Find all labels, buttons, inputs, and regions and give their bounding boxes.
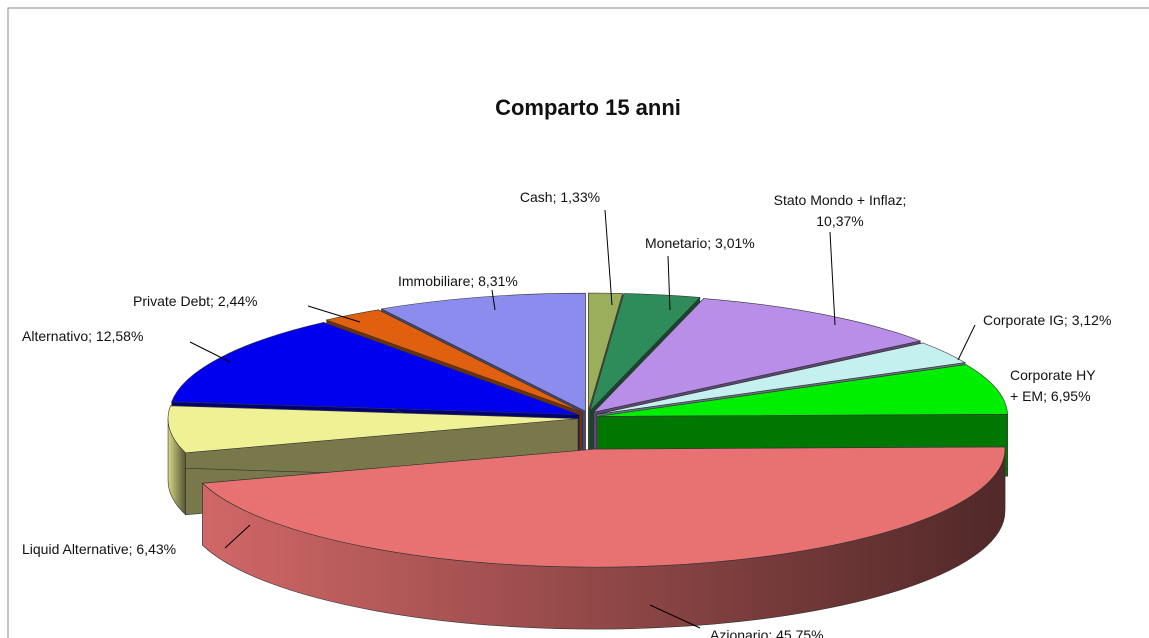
leader-line [957, 324, 976, 361]
data-label: Immobiliare; 8,31% [398, 273, 518, 289]
data-label: Azionario; 45,75% [710, 627, 824, 638]
data-label: Alternativo; 12,58% [22, 328, 143, 344]
slice [596, 342, 966, 415]
label-line: 10,37% [816, 213, 863, 229]
label-line: Corporate IG; 3,12% [983, 312, 1111, 328]
leader-line [829, 231, 836, 326]
label-line: Immobiliare; 8,31% [398, 273, 518, 289]
data-label: Corporate IG; 3,12% [983, 312, 1111, 328]
label-line: Liquid Alternative; 6,43% [22, 541, 176, 557]
leader-line [667, 255, 671, 311]
label-line: Monetario; 3,01% [645, 235, 755, 251]
label-line: Alternativo; 12,58% [22, 328, 143, 344]
label-line: Cash; 1,33% [520, 189, 600, 205]
slice [588, 292, 623, 412]
leader-line [604, 209, 613, 306]
data-label: Corporate HY + EM; 6,95% [1010, 367, 1096, 404]
leader-line [307, 305, 361, 323]
slice [171, 322, 580, 415]
leader-line [491, 289, 496, 311]
label-line: Azionario; 45,75% [710, 627, 824, 638]
chart-title: Comparto 15 anni [495, 95, 681, 120]
slice [597, 364, 1008, 417]
leader-line [649, 604, 701, 629]
leader-line [189, 341, 231, 363]
data-label: Stato Mondo + Inflaz; 10,37% [774, 192, 907, 229]
leader-line [224, 524, 251, 549]
data-label: Monetario; 3,01% [645, 235, 755, 251]
data-label: Liquid Alternative; 6,43% [22, 541, 176, 557]
chart-frame [7, 7, 1149, 638]
slice [380, 292, 586, 412]
label-line: + EM; 6,95% [1010, 388, 1091, 404]
label-line: Private Debt; 2,44% [133, 293, 258, 309]
data-label: Cash; 1,33% [520, 189, 600, 205]
label-line: Stato Mondo + Inflaz; [774, 192, 907, 208]
slice [592, 298, 922, 413]
data-label: Private Debt; 2,44% [133, 293, 258, 309]
slice [201, 446, 1006, 568]
slice [167, 405, 579, 454]
slice [589, 293, 701, 412]
slice [325, 309, 583, 413]
label-line: Corporate HY [1010, 367, 1096, 383]
